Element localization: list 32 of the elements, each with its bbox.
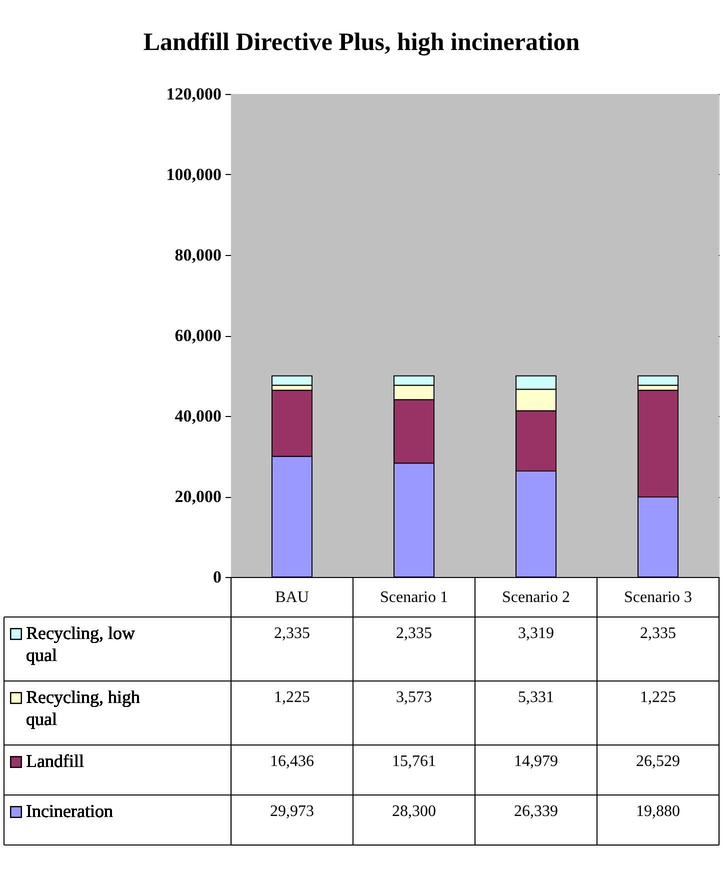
y-tick-label: 100,000 (166, 165, 222, 184)
data-label: 2,335 (274, 625, 310, 642)
y-tick-label: 60,000 (174, 326, 222, 345)
data-label: 3,573 (396, 689, 432, 706)
data-label: 26,529 (636, 753, 680, 770)
y-tick-label: 120,000 (166, 84, 222, 104)
y-tick-label: 40,000 (174, 406, 222, 426)
legend-label: Incineration (26, 801, 113, 821)
data-label: 2,335 (396, 625, 432, 642)
x-tick-label: Scenario 1 (380, 589, 448, 606)
data-label: 28,300 (392, 803, 436, 820)
y-tick-label: 20,000 (174, 487, 222, 506)
chart-title: Landfill Directive Plus, high incineration (143, 29, 580, 56)
data-label: 2,335 (640, 625, 676, 642)
data-label: 1,225 (274, 689, 310, 706)
data-label: 5,331 (518, 689, 554, 706)
x-tick-label: Scenario 2 (502, 589, 570, 606)
legend-label: Recycling, low qual (26, 623, 135, 665)
data-label: 14,979 (514, 753, 558, 770)
x-tick-label: Scenario 3 (624, 589, 692, 606)
y-tick-label: 80,000 (174, 246, 222, 264)
data-label: 19,880 (636, 803, 680, 820)
data-label: 16,436 (270, 753, 314, 770)
data-label: 1,225 (640, 689, 676, 706)
data-label: 3,319 (518, 625, 554, 642)
legend-label: Landfill (26, 751, 84, 771)
x-tick-label: BAU (275, 589, 310, 606)
y-tick-label: 0 (213, 568, 222, 586)
legend-label: Recycling, high qual (26, 687, 140, 729)
data-label: 29,973 (270, 803, 314, 820)
data-label: 15,761 (392, 753, 436, 770)
data-label: 26,339 (514, 803, 558, 820)
